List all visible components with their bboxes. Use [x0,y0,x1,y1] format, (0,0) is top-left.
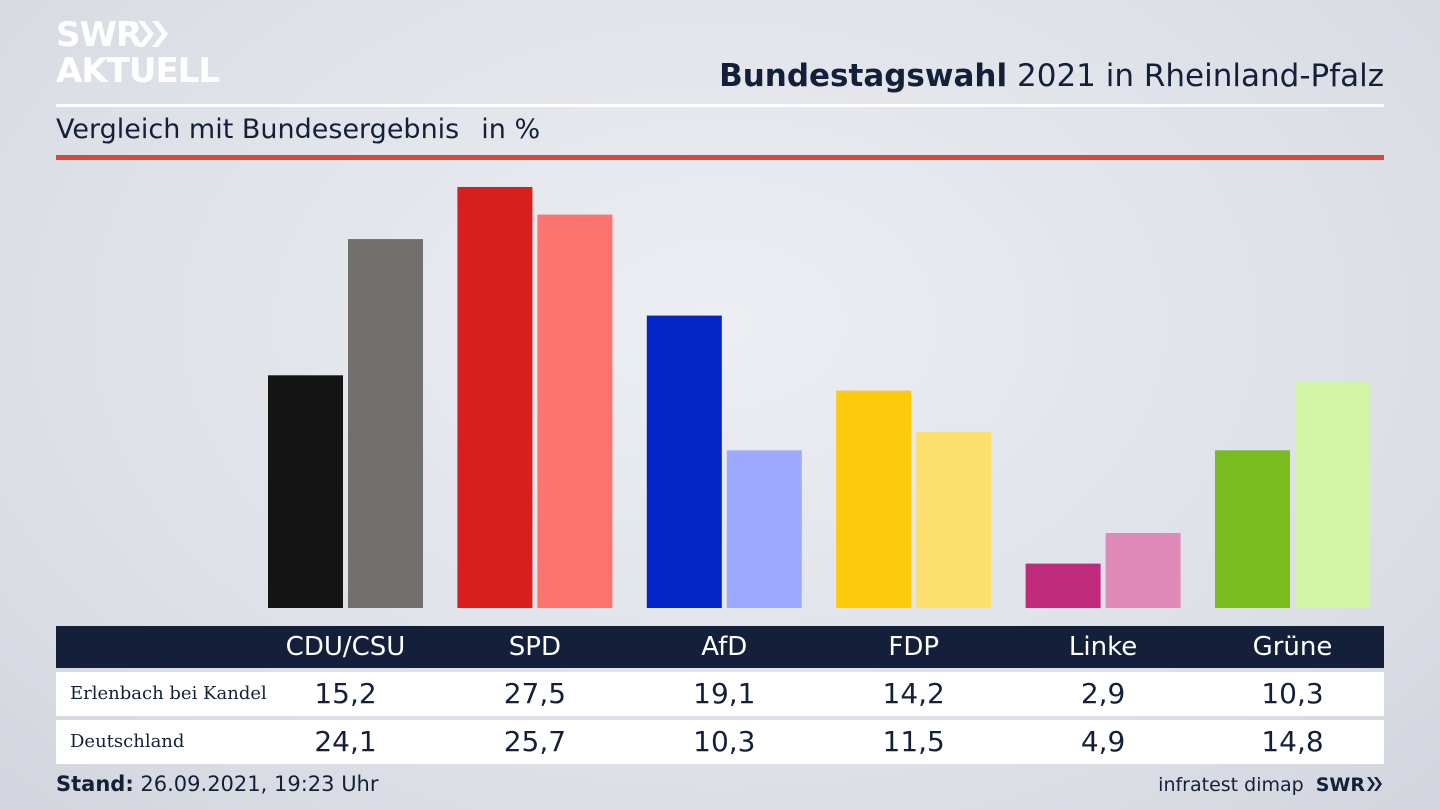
bar-cducsu-local [268,375,343,608]
value-cell: 11,5 [882,725,945,758]
value-cell: 14,2 [882,677,945,710]
source-logo: SWR [1315,774,1365,796]
row-label: Erlenbach bei Kandel [70,683,267,704]
column-header: Linke [1068,632,1138,662]
logo-aktuell-text: AKTUELL [56,51,220,91]
column-header: Grüne [1252,632,1333,662]
bar-spd-national [537,214,613,608]
column-header: AfD [701,632,748,662]
subtitle-divider [56,155,1384,160]
bar-spd-local [457,187,533,608]
bar-cducsu-national [348,239,423,608]
stand-value: 26.09.2021, 19:23 Uhr [140,772,379,796]
source-chevrons-icon [1367,777,1382,791]
value-cell: 25,7 [503,725,567,758]
value-cell: 14,8 [1261,725,1324,758]
value-cell: 24,1 [314,725,377,758]
logo-chevrons-icon [138,21,168,47]
swr-aktuell-logo: SWR AKTUELL [56,16,231,92]
page-title: Bundestagswahl 2021 in Rheinland-Pfalz [719,58,1384,94]
results-table: CDU/CSU SPD AfD FDP Linke Grüne Erlenbach bei… [56,626,1384,764]
unit-label: in % [481,114,541,145]
value-cell: 10,3 [693,725,756,758]
table-header: CDU/CSU SPD AfD FDP Linke Grüne [56,626,1384,668]
bar-linke-national [1105,532,1181,608]
value-cell: 15,2 [314,677,377,710]
column-header: CDU/CSU [285,632,406,662]
bar-linke-local [1025,563,1101,608]
column-header: SPD [508,632,561,662]
value-cell: 4,9 [1080,725,1126,758]
value-cell: 10,3 [1261,677,1324,710]
bar-afd-national [726,450,802,608]
source-credit: infratest dimap SWR [1158,774,1384,796]
bar-afd-local [646,315,722,608]
column-header: FDP [888,632,940,662]
value-cell: 27,5 [503,677,567,710]
bar-grne-national [1295,381,1370,608]
table-row: Deutschland 24,1 25,7 10,3 11,5 4,9 14,8 [56,720,1384,764]
title-divider [56,104,1384,107]
chart-subtitle: Vergleich mit Bundesergebnis in % [56,114,540,145]
timestamp: Stand: 26.09.2021, 19:23 Uhr [56,772,379,796]
value-cell: 2,9 [1080,677,1126,710]
row-label: Deutschland [70,731,185,752]
title-rest: 2021 in Rheinland-Pfalz [1017,58,1384,94]
bar-fdp-national [916,431,992,608]
stand-label: Stand: [56,772,134,796]
subtitle-text: Vergleich mit Bundesergebnis [56,114,460,145]
source-text: infratest dimap [1158,774,1304,796]
logo-swr-text: SWR [56,15,142,55]
bar-fdp-local [836,390,912,608]
value-cell: 19,1 [693,677,756,710]
bar-grne-local [1215,450,1290,608]
table-row: Erlenbach bei Kandel 15,2 27,5 19,1 14,2 2,9… [56,672,1384,716]
title-bold: Bundestagswahl [719,58,1008,94]
